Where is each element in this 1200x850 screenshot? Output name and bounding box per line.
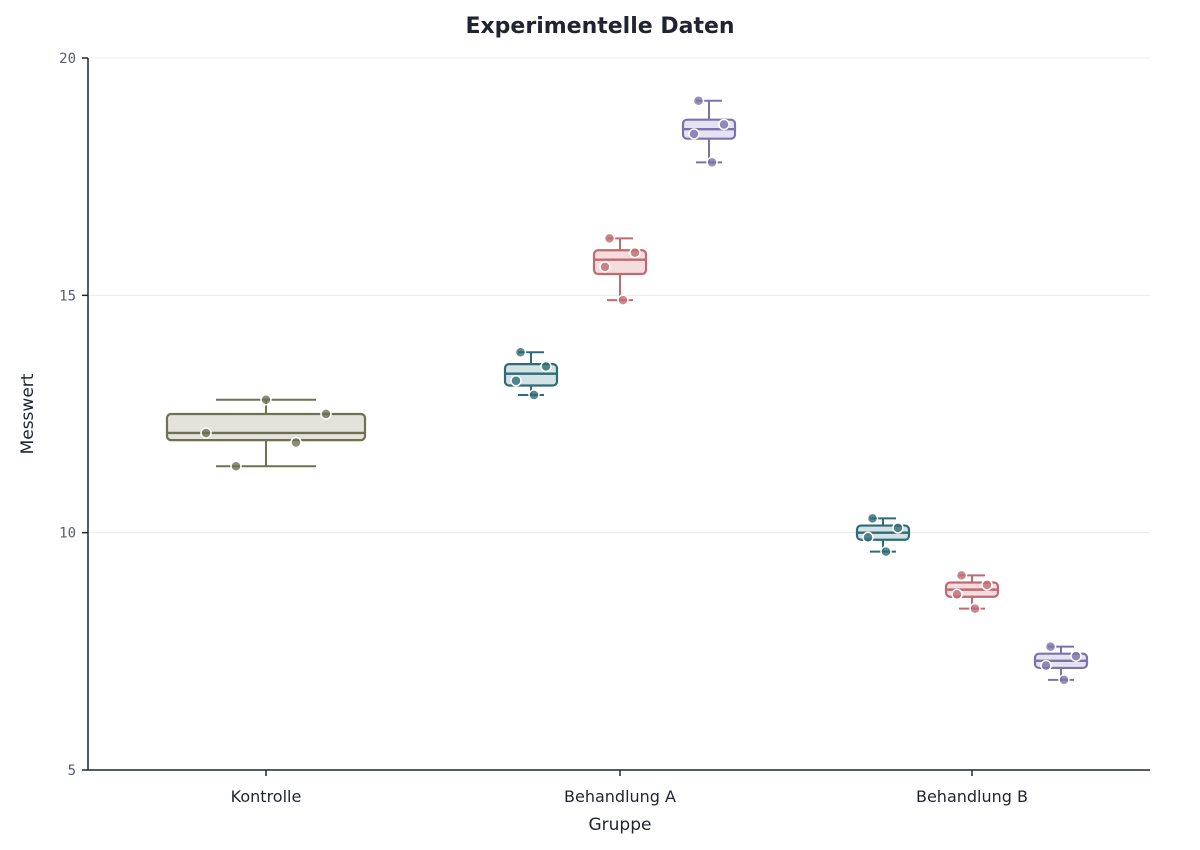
data-point <box>1040 659 1052 672</box>
x-ticks: Kontrolle Behandlung A Behandlung B <box>231 770 1028 806</box>
x-tick-label: Behandlung B <box>916 787 1028 806</box>
x-axis-label: Gruppe <box>589 815 652 835</box>
data-point <box>692 94 705 107</box>
axes <box>87 58 1150 771</box>
data-point <box>617 294 629 306</box>
data-point <box>510 375 522 387</box>
box-group <box>592 232 648 306</box>
data-point <box>688 128 700 140</box>
data-point <box>880 545 892 558</box>
data-point <box>514 346 527 359</box>
data-point <box>540 360 552 373</box>
data-point <box>969 602 981 615</box>
y-tick-label: 20 <box>59 51 76 67</box>
y-ticks: 5 10 15 20 <box>59 51 88 779</box>
data-point <box>320 408 332 420</box>
data-point <box>200 427 212 439</box>
box-group <box>1033 640 1089 686</box>
data-point <box>528 389 540 401</box>
box-group <box>944 569 1000 615</box>
data-point <box>951 588 963 601</box>
x-tick-label: Behandlung A <box>564 787 676 806</box>
box-group <box>165 394 367 472</box>
data-point <box>981 579 993 591</box>
chart-title: Experimentelle Daten <box>465 14 734 39</box>
data-point <box>260 394 272 406</box>
data-point <box>866 512 879 525</box>
data-point <box>706 156 718 169</box>
data-point <box>1058 674 1070 686</box>
box-iqr <box>165 412 367 442</box>
box-group <box>855 512 911 558</box>
y-tick-label: 10 <box>59 526 76 542</box>
boxes-layer <box>165 94 1089 686</box>
data-point <box>603 232 616 245</box>
x-tick-label: Kontrolle <box>231 787 302 806</box>
data-point <box>862 531 874 544</box>
data-point <box>599 261 611 273</box>
data-point <box>1044 640 1057 653</box>
data-point <box>230 460 242 472</box>
data-point <box>892 522 904 534</box>
data-point <box>718 118 730 131</box>
data-point <box>1070 650 1082 662</box>
data-point <box>290 436 302 449</box>
box-group <box>503 346 559 401</box>
y-tick-label: 15 <box>59 288 76 304</box>
box-group <box>681 94 737 169</box>
y-axis-label: Messwert <box>18 373 38 454</box>
data-point <box>629 246 641 259</box>
data-point <box>955 569 968 582</box>
y-tick-label: 5 <box>68 763 76 779</box>
